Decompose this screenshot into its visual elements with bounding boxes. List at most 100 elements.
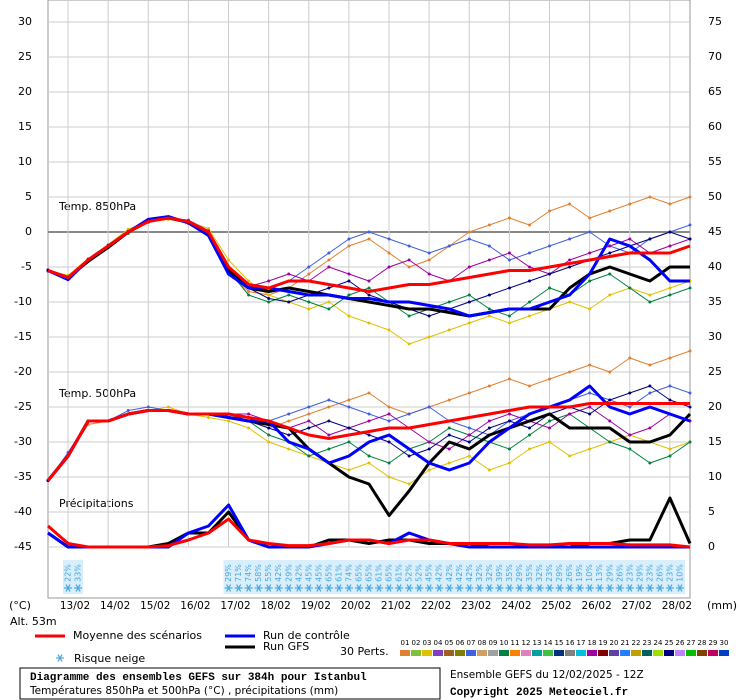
snow-icon xyxy=(395,584,404,592)
snow-label: 26% xyxy=(655,564,664,582)
y2-tick-label: 30 xyxy=(708,330,722,343)
snow-label: 71% xyxy=(234,564,243,582)
point xyxy=(267,297,271,300)
point xyxy=(347,314,351,318)
point xyxy=(327,286,331,290)
snow-icon-stroke xyxy=(336,584,342,592)
point xyxy=(548,272,552,276)
x-tick-label: 27/02 xyxy=(622,600,652,612)
point xyxy=(628,433,632,437)
point xyxy=(487,314,491,318)
point xyxy=(327,405,331,409)
perturbation-legend-label: 21 xyxy=(621,639,630,647)
snow-icon-stroke xyxy=(557,584,563,592)
point xyxy=(528,384,531,388)
point xyxy=(628,405,632,409)
point xyxy=(467,293,471,297)
snow-label: 42% xyxy=(274,564,283,582)
snow-icon-stroke xyxy=(316,584,322,592)
snow-label: 65% xyxy=(365,564,374,582)
snow-band xyxy=(584,560,595,594)
series-line xyxy=(47,216,691,293)
snow-band xyxy=(514,560,525,594)
perturbation-legend-label: 30 xyxy=(720,639,729,647)
point xyxy=(668,293,672,297)
snow-band xyxy=(364,560,374,594)
y2-tick-label: 5 xyxy=(708,505,715,518)
x-tick-label: 26/02 xyxy=(581,600,611,612)
snow-label: 32% xyxy=(535,564,544,582)
snow-icon xyxy=(375,584,384,592)
snow-icon-stroke xyxy=(226,584,232,592)
snow-label: 29% xyxy=(635,564,644,582)
perturbation-legend-label: 28 xyxy=(698,639,707,647)
legend-label: Risque neige xyxy=(74,652,145,665)
point xyxy=(447,447,451,451)
snow-label: 32% xyxy=(475,564,484,582)
point xyxy=(668,230,672,234)
point xyxy=(427,251,431,255)
point xyxy=(588,412,592,416)
snow-band xyxy=(404,560,415,594)
point xyxy=(467,230,471,234)
point xyxy=(387,412,391,416)
point xyxy=(648,391,652,395)
snow-icon-stroke xyxy=(486,584,492,592)
point xyxy=(227,258,231,262)
snow-icon-stroke xyxy=(597,584,603,592)
y2-tick-label: 55 xyxy=(708,155,722,168)
point xyxy=(608,244,612,248)
snow-icon xyxy=(525,584,534,592)
y2-tick-label: 25 xyxy=(708,365,722,378)
snow-icon-stroke xyxy=(75,584,81,592)
perturbation-legend-label: 14 xyxy=(544,639,553,647)
point xyxy=(507,461,511,465)
y-tick-label: 25 xyxy=(18,50,32,63)
point xyxy=(648,426,652,430)
snow-band xyxy=(243,560,254,594)
point xyxy=(327,398,331,402)
perturbation-swatch xyxy=(499,650,509,656)
snow-band xyxy=(333,560,344,594)
point xyxy=(247,279,251,283)
perturbation-swatch xyxy=(554,650,564,656)
point xyxy=(568,300,572,304)
snow-label: 10% xyxy=(675,564,684,582)
point xyxy=(507,286,511,290)
point xyxy=(588,279,592,283)
annotation: Temp. 500hPa xyxy=(58,387,136,400)
point xyxy=(367,454,371,458)
snow-band xyxy=(614,560,625,594)
point xyxy=(608,251,612,255)
snow-band xyxy=(313,560,324,594)
series-line xyxy=(47,517,691,549)
point xyxy=(447,433,451,437)
point xyxy=(347,293,351,297)
point xyxy=(648,293,652,297)
point xyxy=(467,454,471,458)
point xyxy=(387,419,391,423)
point xyxy=(447,461,451,465)
snow-icon-stroke xyxy=(547,584,553,592)
point xyxy=(347,244,351,248)
snow-icon xyxy=(344,584,353,592)
point xyxy=(507,419,511,423)
x-tick-label: 13/02 xyxy=(60,600,90,612)
point xyxy=(528,426,531,430)
point xyxy=(126,409,130,412)
x-tick-label: 20/02 xyxy=(341,600,371,612)
perturbation-legend-label: 26 xyxy=(676,639,685,647)
perturbation-swatch xyxy=(488,650,498,656)
y-tick-label: 20 xyxy=(18,85,32,98)
point xyxy=(568,202,572,206)
snow-band xyxy=(544,560,555,594)
point xyxy=(287,300,291,304)
snow-icon-stroke xyxy=(416,584,422,592)
snow-band xyxy=(63,560,74,594)
perturbation-swatch xyxy=(598,650,608,656)
point xyxy=(668,447,672,451)
snow-icon-stroke xyxy=(587,584,593,592)
x-tick-label: 22/02 xyxy=(421,600,451,612)
snow-band xyxy=(394,560,405,594)
snow-band xyxy=(444,560,455,594)
